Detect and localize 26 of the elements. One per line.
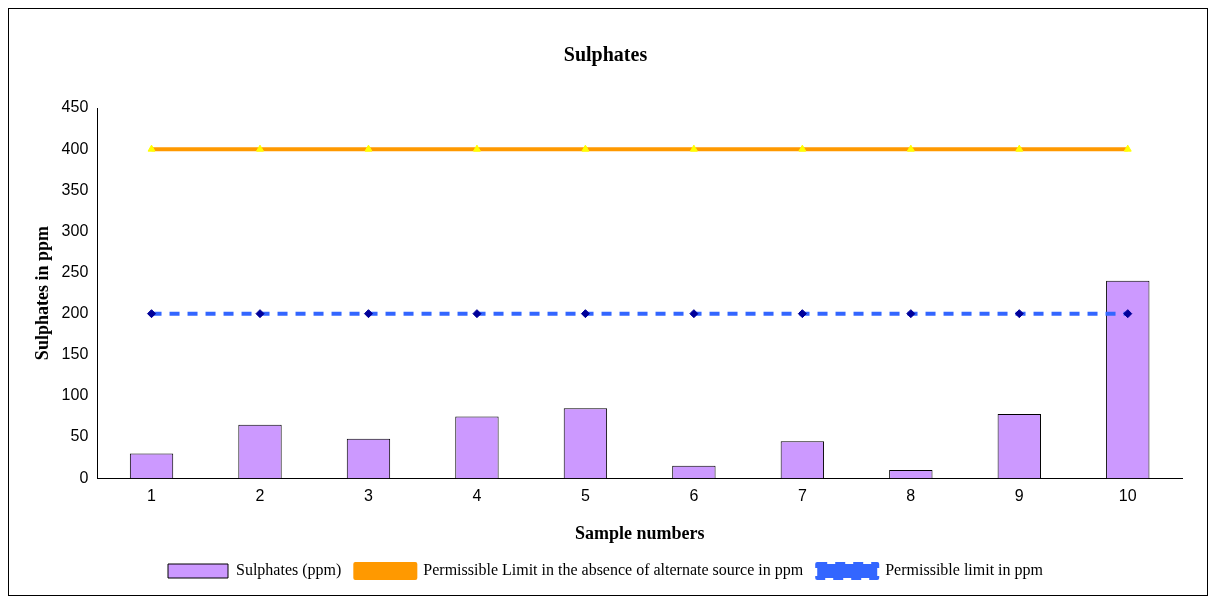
x-tick-label: 9	[1014, 487, 1024, 505]
x-tick-label: 1	[147, 487, 157, 505]
y-tick-label: 0	[79, 468, 89, 486]
x-tick-label: 2	[255, 487, 265, 505]
legend-label: Permissible limit in ppm	[885, 561, 1044, 580]
y-tick-label: 100	[61, 386, 89, 404]
x-tick-label: 6	[689, 487, 699, 505]
x-tick-label: 3	[364, 487, 374, 505]
x-tick-label: 8	[906, 487, 916, 505]
y-tick-label: 450	[61, 98, 89, 116]
y-tick-label: 350	[61, 180, 89, 198]
x-tick-label: 7	[797, 487, 807, 505]
y-tick-label: 150	[61, 345, 89, 363]
legend-label: Sulphates (ppm)	[236, 561, 342, 580]
y-tick-label: 300	[61, 221, 89, 239]
x-axis-title: Sample numbers	[574, 522, 705, 543]
y-tick-label: 250	[61, 262, 89, 280]
x-tick-label: 4	[472, 487, 482, 505]
chart-title: Sulphates	[563, 43, 648, 67]
legend-label: Permissible Limit in the absence of alternate source in ppm	[423, 561, 804, 580]
y-tick-label: 50	[70, 427, 89, 445]
y-tick-label: 400	[61, 139, 89, 157]
x-tick-label: 5	[580, 487, 590, 505]
x-tick-label: 10	[1118, 487, 1137, 505]
y-tick-label: 200	[61, 304, 89, 322]
y-axis-title: Sulphates in ppm	[32, 226, 53, 361]
